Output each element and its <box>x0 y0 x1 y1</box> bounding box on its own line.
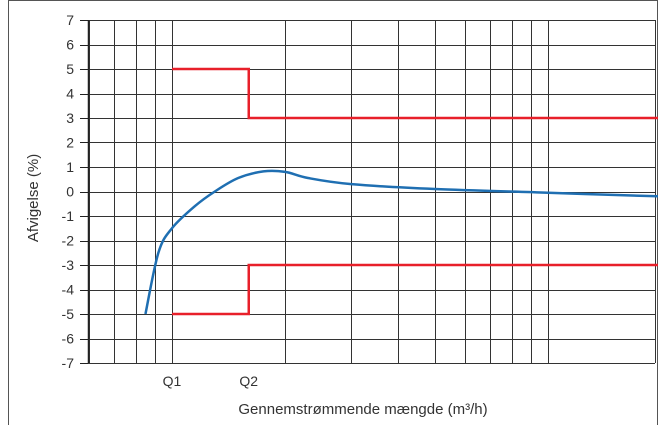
y-tick-label: 3 <box>66 110 74 126</box>
outer-border <box>8 0 658 425</box>
series-layer <box>144 67 658 316</box>
y-tick-label: -6 <box>62 331 75 347</box>
lower-limit-line <box>172 263 658 316</box>
y-axis-label: Afvigelse (%) <box>25 154 42 242</box>
x-tick-label: Q2 <box>239 373 258 389</box>
y-tick-label: 0 <box>66 184 74 200</box>
grid <box>87 20 656 364</box>
y-tick-label: 1 <box>66 159 74 175</box>
y-tick-label: -7 <box>62 355 75 371</box>
upper-limit-line <box>172 67 658 120</box>
x-tick-label: Q1 <box>163 373 182 389</box>
y-tick-label: -2 <box>62 233 75 249</box>
y-tick-label: 7 <box>66 12 74 28</box>
y-tick-label: -3 <box>62 257 75 273</box>
y-axis-ticks: 7 6 5 4 3 2 1 0 -1 -2 -3 -4 -5 -6 -7 <box>62 12 88 371</box>
y-tick-label: 5 <box>66 61 74 77</box>
y-tick-label: -1 <box>62 208 75 224</box>
deviation-curve <box>144 169 658 315</box>
y-tick-label: 2 <box>66 135 74 151</box>
y-tick-label: -4 <box>62 282 75 298</box>
x-axis-ticks: Q1Q2Q3Q4 <box>163 373 259 389</box>
y-tick-label: 4 <box>66 86 74 102</box>
x-axis-label: Gennemstrømmende mængde (m³/h) <box>238 401 487 418</box>
y-tick-label: -5 <box>62 306 75 322</box>
y-tick-label: 6 <box>66 37 74 53</box>
